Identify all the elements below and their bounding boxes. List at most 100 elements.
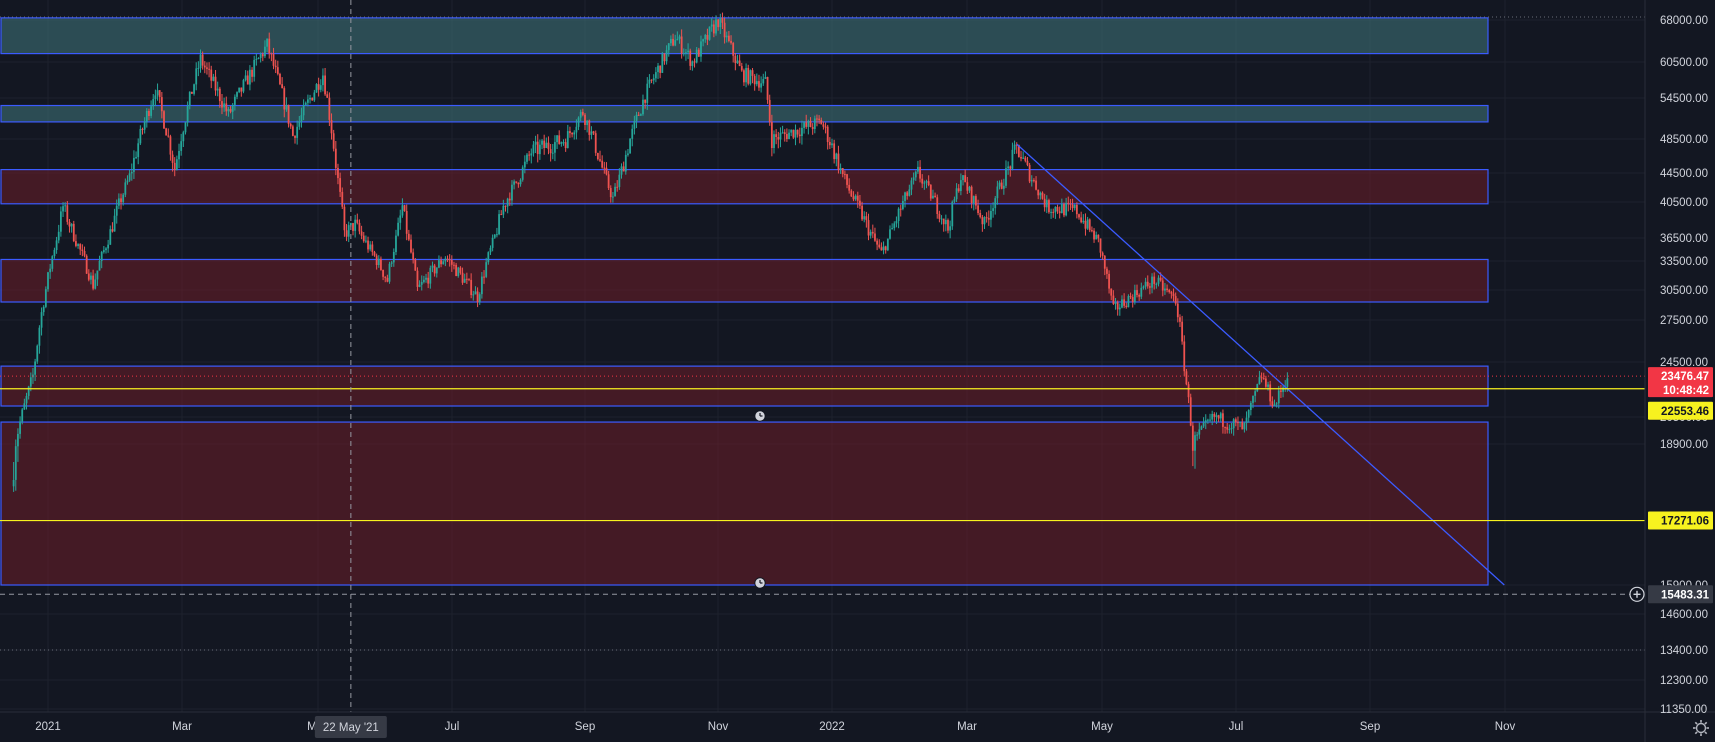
candle-body	[908, 189, 911, 196]
candle-body	[547, 142, 550, 150]
candle-body	[1136, 290, 1138, 295]
add-alert-plus-icon[interactable]	[1629, 586, 1645, 602]
candle-body	[846, 174, 848, 185]
price-tick-label: 40500.00	[1660, 197, 1708, 209]
candle-body	[1185, 371, 1188, 385]
candle-body	[521, 167, 524, 180]
candle-body	[349, 223, 352, 226]
candle-body	[165, 128, 168, 136]
candle-body	[1110, 288, 1113, 296]
candle-body	[1125, 305, 1128, 308]
price-tick-label: 24500.00	[1660, 357, 1708, 369]
candle-body	[1067, 202, 1070, 204]
candle-body	[987, 217, 990, 220]
time-axis[interactable]: 2021MarMayJulSepNov2022MarMayJulSepNov22…	[35, 716, 1515, 738]
candle-body	[188, 91, 191, 106]
candle-body	[455, 264, 458, 276]
last-price-label-bg	[1648, 367, 1713, 398]
alarm-clock-icon[interactable]	[754, 410, 766, 422]
settings-gear-icon[interactable]	[1693, 720, 1709, 736]
candle-body	[1228, 428, 1231, 430]
candle-body	[702, 39, 705, 42]
candle-body	[1146, 281, 1149, 287]
candle-body	[1056, 206, 1059, 212]
candle-body	[631, 128, 634, 139]
candle-body	[343, 206, 346, 231]
candle-body	[1211, 414, 1214, 420]
price-tick-label: 30500.00	[1660, 285, 1708, 297]
last-price-label: 23476.47 10:48:42	[1648, 367, 1713, 398]
candle-body	[781, 132, 784, 134]
candle-body	[453, 264, 455, 266]
candle-body	[1269, 384, 1272, 402]
candle-body	[416, 270, 419, 287]
candle-body	[1142, 286, 1145, 288]
candle-body	[294, 135, 296, 138]
time-tick-label: 2021	[35, 721, 61, 733]
zone-box	[0, 104, 1489, 123]
candle-body	[1009, 166, 1012, 169]
candle-body	[309, 97, 311, 100]
candle-body	[1153, 276, 1156, 284]
candle-body	[472, 294, 475, 296]
chart-lines	[0, 0, 1645, 712]
trendline	[1016, 143, 1505, 586]
alarm-clock-icon[interactable]	[754, 577, 766, 589]
candle-body	[1095, 234, 1098, 240]
candle-body	[835, 153, 838, 159]
candle-body	[83, 251, 86, 256]
candle-body	[1256, 384, 1259, 392]
candle-body	[487, 252, 490, 263]
candle-body	[820, 120, 823, 125]
candle-body	[706, 35, 709, 40]
time-tick-label: Sep	[575, 721, 595, 733]
price-tick-label: 14600.00	[1660, 609, 1708, 621]
candle-body	[1181, 321, 1184, 342]
candle-body	[579, 111, 582, 118]
candle-body	[347, 225, 350, 237]
candle-body	[59, 211, 62, 232]
candle-body	[700, 41, 702, 57]
candle-body	[910, 180, 913, 190]
candle-body	[889, 229, 891, 239]
candle-body	[605, 167, 608, 175]
candle-body	[29, 377, 32, 387]
candle-body	[667, 43, 670, 51]
candle-body	[111, 229, 114, 232]
candle-body	[178, 151, 180, 160]
candle-body	[1275, 403, 1278, 405]
candle-body	[977, 205, 979, 213]
candle-body	[586, 120, 589, 126]
candle-body	[395, 235, 397, 253]
zone-box	[0, 169, 1489, 205]
candle-body	[478, 294, 481, 303]
candle-body	[193, 84, 195, 94]
last-price-label-text: 23476.47	[1661, 371, 1709, 383]
candle-body	[158, 90, 161, 97]
candle-body	[654, 72, 657, 79]
candle-body	[534, 141, 537, 145]
candle-body	[833, 143, 836, 160]
candle-body	[1280, 390, 1282, 392]
candle-body	[564, 142, 567, 148]
zones	[0, 17, 1489, 586]
price-tick-label: 48500.00	[1660, 134, 1708, 146]
candle-body	[751, 70, 754, 76]
candle-body	[373, 251, 376, 256]
zone-box	[0, 421, 1489, 586]
candle-body	[1005, 168, 1007, 186]
candle-body	[324, 75, 326, 95]
alarm-icons[interactable]	[754, 410, 766, 589]
candle-body	[515, 181, 518, 183]
candle-body	[736, 60, 739, 64]
price-tick-label: 33500.00	[1660, 256, 1708, 268]
candle-body	[1013, 144, 1016, 150]
candle-body	[1166, 288, 1168, 290]
candle-body	[665, 50, 668, 62]
candle-body	[298, 121, 301, 127]
candle-body	[627, 153, 629, 155]
candle-body	[545, 142, 548, 148]
candle-body	[734, 55, 737, 64]
candle-body	[732, 43, 735, 56]
